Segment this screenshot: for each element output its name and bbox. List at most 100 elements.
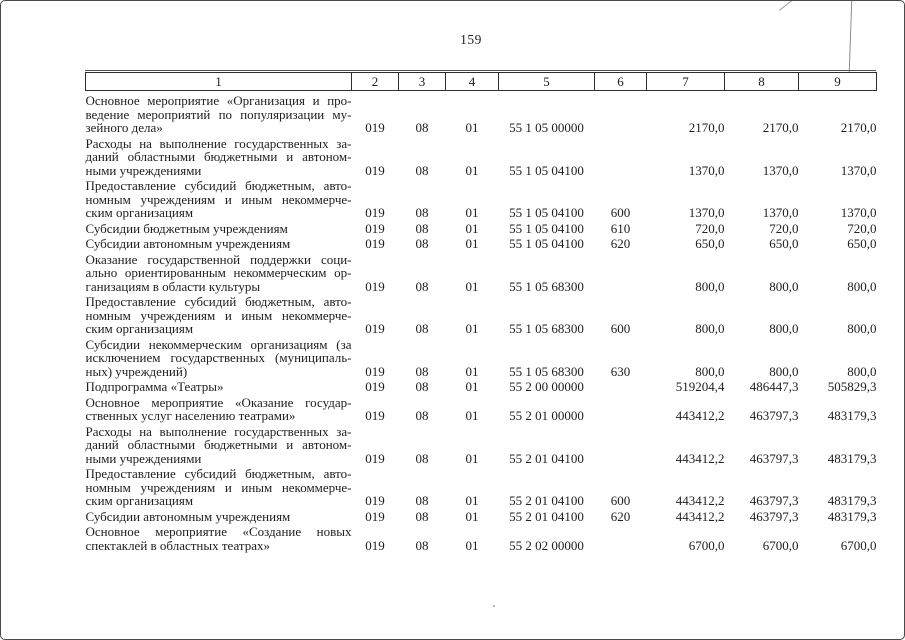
cell-c7: 6700,0 — [688, 537, 725, 553]
row-label-line: даний областными бюджетными и автоном- — [85, 149, 352, 164]
cell-c9: 2170,0 — [840, 120, 877, 135]
row-label-line: ально ориентированным некоммерческим ор- — [85, 265, 352, 280]
cell-c5: 55 2 00 00000 — [509, 379, 584, 394]
row-label: Оказание государственной поддержки соци-… — [86, 251, 352, 294]
cell-c4: 01 — [465, 205, 479, 220]
column-header: 9 — [798, 72, 877, 91]
cell-c4: 01 — [465, 321, 479, 336]
row-label: Субсидии автономным учреждениям — [86, 508, 352, 524]
cell-c4: 01 — [465, 508, 479, 524]
column-header: 4 — [445, 72, 499, 91]
row-label-line: ных) учреждений) — [85, 363, 188, 379]
table-row: Подпрограмма «Театры» 019 08 01 55 2 00 0000… — [86, 378, 877, 394]
row-label-line: ведение мероприятий по популяризации му- — [85, 106, 352, 122]
cell-c2: 019 — [365, 379, 385, 394]
row-label-line: ским организациям — [85, 321, 194, 336]
cell-c4: 01 — [465, 493, 479, 508]
cell-c8: 800,0 — [769, 321, 799, 336]
cell-c3: 08 — [415, 379, 429, 394]
row-label-line: ским организациям — [85, 493, 194, 508]
cell-c5: 55 1 05 04100 — [509, 236, 584, 251]
row-label-line: Предоставление субсидий бюджетным, авто- — [85, 178, 352, 193]
cell-c7: 443412,2 — [675, 493, 725, 508]
cell-c9: 800,0 — [847, 321, 877, 336]
table-row: Субсидии некоммерческим организациям (за… — [86, 336, 877, 379]
row-label-line: Подпрограмма «Театры» — [85, 379, 224, 394]
row-label-line: ными учреждениями — [85, 450, 202, 466]
cell-c7: 519204,4 — [675, 379, 725, 394]
row-label-line: ским организациям — [85, 205, 194, 220]
cell-c6 — [595, 523, 647, 552]
cell-c2: 019 — [365, 537, 385, 553]
row-label: Подпрограмма «Театры» — [86, 378, 352, 394]
cell-c2: 019 — [365, 120, 385, 135]
cell-c4: 01 — [465, 162, 479, 178]
row-label-line: Основное мероприятие «Оказание государ- — [85, 394, 352, 410]
cell-c4: 01 — [465, 408, 479, 423]
cell-c5: 55 2 01 04100 — [509, 493, 584, 508]
cell-c5: 55 1 05 04100 — [509, 205, 584, 220]
row-label-line: ганизациям в области культуры — [85, 278, 261, 294]
row-label-line: спектаклей в областных театрах» — [85, 537, 271, 553]
cell-c6: 600 — [610, 493, 631, 508]
row-label: Основное мероприятие «Организация и про-… — [86, 91, 352, 135]
cell-c5: 55 2 02 00000 — [509, 537, 584, 553]
row-label: Предоставление субсидий бюджетным, авто-… — [86, 177, 352, 220]
table-top-border-line — [85, 70, 876, 71]
cell-c2: 019 — [365, 493, 385, 508]
row-label-line: Оказание государственной поддержки соци- — [85, 251, 352, 267]
row-label-line: Предоставление субсидий бюджетным, авто- — [85, 466, 352, 481]
scan-artifact-vertical-line — [848, 1, 853, 72]
cell-c2: 019 — [365, 408, 385, 423]
cell-c7: 800,0 — [695, 321, 725, 336]
table-row: Субсидии бюджетным учреждениям 019 08 01 55 … — [86, 220, 877, 236]
cell-c5: 55 1 05 68300 — [509, 363, 584, 379]
row-label-line: даний областными бюджетными и автоном- — [85, 437, 352, 452]
cell-c2: 019 — [365, 508, 385, 524]
row-label: Предоставление субсидий бюджетным, авто-… — [86, 293, 352, 336]
cell-c8: 1370,0 — [762, 162, 799, 178]
cell-c2: 019 — [365, 278, 385, 294]
cell-c6 — [595, 423, 647, 466]
row-label-line: Основное мероприятие «Организация и про- — [85, 93, 352, 108]
cell-c3: 08 — [415, 120, 429, 135]
cell-c4: 01 — [465, 363, 479, 379]
cell-c2: 019 — [365, 220, 385, 236]
cell-c9: 483179,3 — [827, 450, 877, 466]
cell-c7: 2170,0 — [688, 120, 725, 135]
cell-c5: 55 1 05 04100 — [509, 162, 584, 178]
cell-c4: 01 — [465, 450, 479, 466]
cell-c2: 019 — [365, 205, 385, 220]
cell-c3: 08 — [415, 493, 429, 508]
table-body: Основное мероприятие «Организация и про-… — [86, 91, 877, 553]
cell-c6: 620 — [610, 508, 631, 524]
cell-c9: 6700,0 — [840, 537, 877, 553]
table-row: Расходы на выполнение государственных за… — [86, 135, 877, 178]
row-label: Расходы на выполнение государственных за… — [86, 135, 352, 178]
cell-c8: 463797,3 — [749, 450, 799, 466]
column-header: 3 — [398, 72, 446, 91]
cell-c2: 019 — [365, 363, 385, 379]
cell-c8: 650,0 — [769, 236, 799, 251]
cell-c8: 720,0 — [769, 220, 799, 236]
table-row: Субсидии автономным учреждениям 019 08 01 55… — [86, 235, 877, 251]
cell-c9: 1370,0 — [840, 205, 877, 220]
cell-c8: 800,0 — [769, 363, 799, 379]
cell-c4: 01 — [465, 236, 479, 251]
row-label-line: зейного дела» — [85, 120, 163, 135]
table-row: Основное мероприятие «Оказание государ-с… — [86, 394, 877, 423]
cell-c8: 2170,0 — [762, 120, 799, 135]
row-label: Расходы на выполнение государственных за… — [86, 423, 352, 466]
cell-c7: 443412,2 — [675, 508, 725, 524]
row-label-line: ственных услуг населению театрами» — [85, 408, 296, 423]
cell-c7: 1370,0 — [688, 162, 725, 178]
row-label-line: Расходы на выполнение государственных за… — [85, 423, 352, 439]
cell-c6 — [595, 135, 647, 178]
column-header: 7 — [646, 72, 725, 91]
cell-c5: 55 2 01 04100 — [509, 508, 584, 524]
cell-c4: 01 — [465, 278, 479, 294]
cell-c6 — [595, 394, 647, 423]
row-label-line: Расходы на выполнение государственных за… — [85, 135, 352, 151]
row-label-line: номным учреждениям и иным некоммерче- — [85, 191, 352, 207]
column-header: 2 — [351, 72, 399, 91]
